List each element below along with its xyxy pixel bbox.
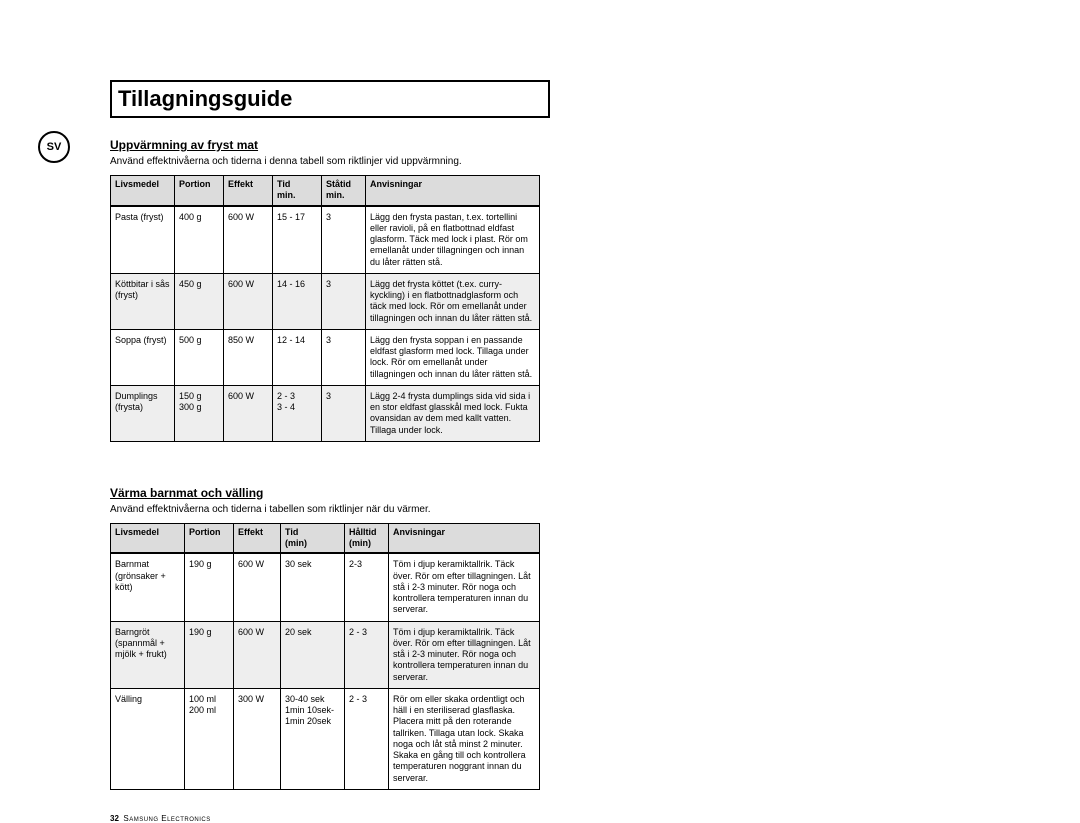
section-intro: Använd effektnivåerna och tiderna i tabe…	[110, 504, 540, 515]
table-cell: Töm i djup keramiktallrik. Täck över. Rö…	[389, 553, 540, 621]
table-row: Välling100 ml 200 ml300 W30-40 sek 1min …	[111, 688, 540, 789]
table-cell: 300 W	[234, 688, 281, 789]
table-cell: 12 - 14	[273, 329, 322, 385]
page-footer: 32 Samsung Electronics	[110, 814, 540, 823]
table-cell: 2 - 3	[345, 621, 389, 688]
column-header: Hålltid(min)	[345, 523, 389, 553]
column-header: Portion	[175, 176, 224, 206]
table-cell: 450 g	[175, 273, 224, 329]
table-cell: 30 sek	[281, 553, 345, 621]
table-cell: 600 W	[224, 273, 273, 329]
section-intro: Använd effektnivåerna och tiderna i denn…	[110, 156, 540, 167]
table-cell: 190 g	[185, 621, 234, 688]
table-cell: 2 - 3	[345, 688, 389, 789]
table-cell: Töm i djup keramiktallrik. Täck över. Rö…	[389, 621, 540, 688]
baby-food-table: LivsmedelPortionEffektTid(min)Hålltid(mi…	[110, 523, 540, 790]
page-number: 32	[110, 814, 119, 823]
section-heading: Uppvärmning av fryst mat	[110, 138, 540, 152]
column-header: Effekt	[224, 176, 273, 206]
table-cell: 20 sek	[281, 621, 345, 688]
frozen-food-table: LivsmedelPortionEffektTidmin.Ståtidmin.A…	[110, 175, 540, 442]
table-cell: Lägg 2-4 frysta dumplings sida vid sida …	[366, 385, 540, 441]
table-cell: Välling	[111, 688, 185, 789]
table-cell: 400 g	[175, 206, 224, 274]
column-header: Portion	[185, 523, 234, 553]
table-cell: 14 - 16	[273, 273, 322, 329]
page-title: Tillagningsguide	[118, 86, 538, 112]
table-row: Pasta (fryst)400 g600 W15 - 173Lägg den …	[111, 206, 540, 274]
table-cell: 150 g 300 g	[175, 385, 224, 441]
language-badge: SV	[38, 131, 70, 163]
table-cell: 2 - 3 3 - 4	[273, 385, 322, 441]
page-title-box: Tillagningsguide	[110, 80, 550, 118]
table-cell: 15 - 17	[273, 206, 322, 274]
table-cell: Lägg det frysta köttet (t.ex. curry-kyck…	[366, 273, 540, 329]
column-header: Anvisningar	[366, 176, 540, 206]
table-cell: 30-40 sek 1min 10sek- 1min 20sek	[281, 688, 345, 789]
section-baby-food: Värma barnmat och välling Använd effektn…	[110, 486, 540, 790]
table-cell: 3	[322, 329, 366, 385]
content-area: Uppvärmning av fryst mat Använd effektni…	[110, 130, 540, 823]
column-header: Livsmedel	[111, 176, 175, 206]
table-cell: Pasta (fryst)	[111, 206, 175, 274]
column-header: Ståtidmin.	[322, 176, 366, 206]
table-row: Köttbitar i sås (fryst)450 g600 W14 - 16…	[111, 273, 540, 329]
section-frozen-food: Uppvärmning av fryst mat Använd effektni…	[110, 138, 540, 442]
table-cell: Dumplings (frysta)	[111, 385, 175, 441]
table-cell: 500 g	[175, 329, 224, 385]
table-cell: 3	[322, 273, 366, 329]
column-header: Livsmedel	[111, 523, 185, 553]
table-cell: Soppa (fryst)	[111, 329, 175, 385]
table-row: Dumplings (frysta)150 g 300 g600 W2 - 3 …	[111, 385, 540, 441]
table-cell: 190 g	[185, 553, 234, 621]
column-header: Anvisningar	[389, 523, 540, 553]
table-cell: Rör om eller skaka ordentligt och häll i…	[389, 688, 540, 789]
table-cell: 3	[322, 385, 366, 441]
table-cell: Lägg den frysta pastan, t.ex. tortellini…	[366, 206, 540, 274]
section-heading: Värma barnmat och välling	[110, 486, 540, 500]
table-cell: Köttbitar i sås (fryst)	[111, 273, 175, 329]
table-row: Soppa (fryst)500 g850 W12 - 143Lägg den …	[111, 329, 540, 385]
column-header: Tid(min)	[281, 523, 345, 553]
table-cell: 2-3	[345, 553, 389, 621]
table-cell: Barnmat (grönsaker + kött)	[111, 553, 185, 621]
table-row: Barnmat (grönsaker + kött)190 g600 W30 s…	[111, 553, 540, 621]
column-header: Effekt	[234, 523, 281, 553]
column-header: Tidmin.	[273, 176, 322, 206]
table-row: Barngröt (spannmål + mjölk + frukt)190 g…	[111, 621, 540, 688]
table-cell: 600 W	[234, 621, 281, 688]
table-cell: 600 W	[234, 553, 281, 621]
publisher: Samsung Electronics	[123, 814, 210, 823]
table-cell: 100 ml 200 ml	[185, 688, 234, 789]
table-cell: Barngröt (spannmål + mjölk + frukt)	[111, 621, 185, 688]
table-cell: 3	[322, 206, 366, 274]
table-cell: 850 W	[224, 329, 273, 385]
table-cell: 600 W	[224, 385, 273, 441]
table-cell: 600 W	[224, 206, 273, 274]
table-cell: Lägg den frysta soppan i en passande eld…	[366, 329, 540, 385]
